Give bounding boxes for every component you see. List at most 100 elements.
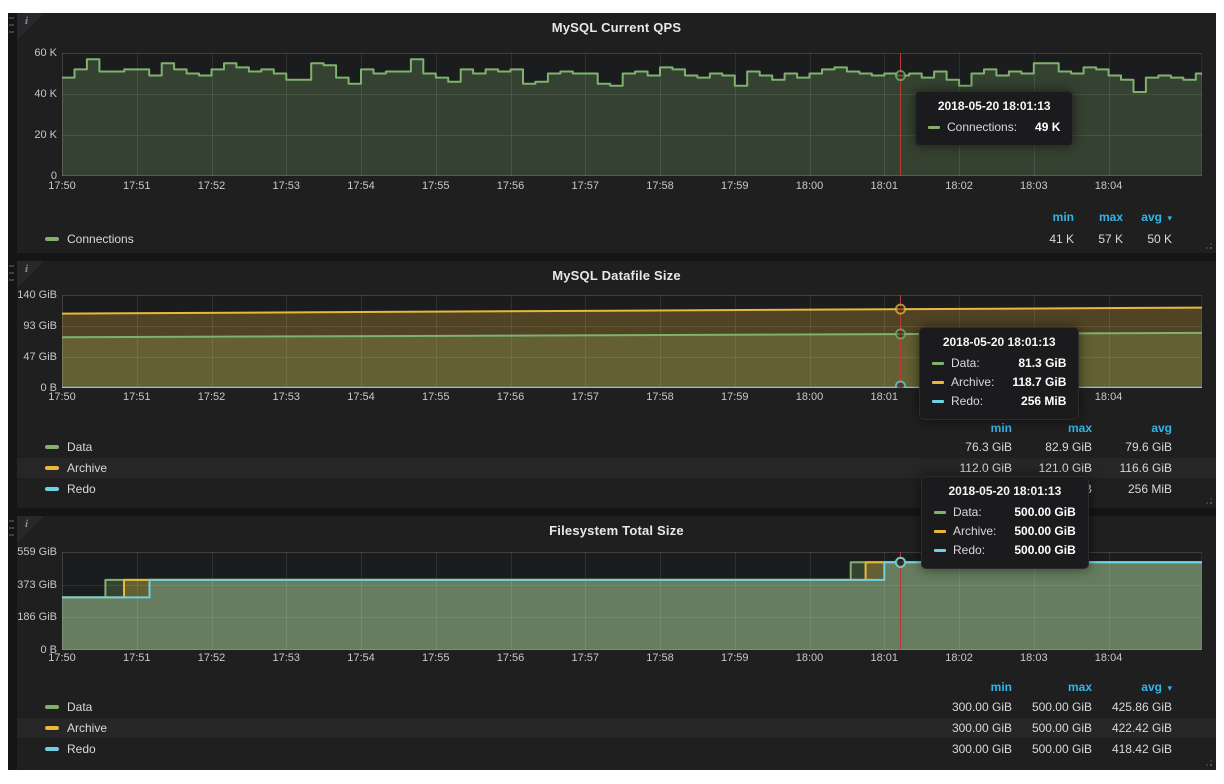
legend-series-label[interactable]: Archive	[67, 461, 108, 475]
legend-row-redo: Redo 300.00 GiB 500.00 GiB 418.42 GiB	[17, 739, 1216, 759]
y-axis-tick-label: 47 GiB	[23, 351, 57, 363]
legend-stat-min: 300.00 GiB	[951, 700, 1012, 714]
legend-series-label[interactable]: Archive	[67, 721, 108, 735]
legend-sort-header-avg[interactable]: avg ▾	[1141, 210, 1172, 224]
x-axis-tick-label: 17:58	[646, 652, 674, 664]
x-axis-tick-label: 18:03	[1020, 652, 1048, 664]
legend-row-archive: Archive 112.0 GiB 121.0 GiB 116.6 GiB	[17, 458, 1216, 478]
legend-color-dash[interactable]	[45, 705, 59, 709]
y-axis-tick-label: 559 GiB	[17, 546, 57, 558]
x-axis-tick-label: 18:04	[1094, 391, 1123, 403]
drag-dot	[9, 17, 14, 19]
legend-color-dash[interactable]	[45, 487, 59, 491]
tooltip-series-label: Redo:	[953, 543, 986, 557]
tooltip-color-dash	[928, 126, 940, 129]
tooltip-color-dash	[932, 381, 944, 384]
x-axis-tick-label: 17:56	[496, 180, 525, 192]
legend-stat-avg: 256 MiB	[1127, 482, 1172, 496]
chart-plot-area[interactable]	[62, 295, 1202, 388]
x-axis-tick-label: 18:04	[1094, 180, 1123, 192]
tooltip-series-row: Archive: 500.00 GiB	[934, 522, 1076, 541]
info-icon[interactable]: i	[25, 15, 29, 27]
x-axis-tick-label: 17:58	[646, 391, 674, 403]
chart-svg	[62, 552, 1202, 650]
panel-resize-grip[interactable]	[1210, 764, 1212, 766]
crosshair-marker-redo	[894, 380, 906, 388]
legend-color-dash[interactable]	[45, 726, 59, 730]
legend-row-data: Data 300.00 GiB 500.00 GiB 425.86 GiB	[17, 697, 1216, 717]
tooltip-series-label: Archive:	[951, 375, 995, 389]
y-axis-tick-label: 0	[50, 170, 57, 182]
series-fill-archive	[62, 562, 1202, 650]
legend-color-dash[interactable]	[45, 445, 59, 449]
legend-color-dash[interactable]	[45, 237, 59, 241]
legend-sort-header-max[interactable]: max	[1067, 421, 1092, 435]
legend-color-dash[interactable]	[45, 466, 59, 470]
legend-stat-max: 82.9 GiB	[1045, 440, 1092, 454]
x-axis-tick-label: 17:51	[122, 391, 151, 403]
tooltip-series-row: Connections: 49 K	[928, 118, 1060, 137]
tooltip-series-label: Archive:	[953, 524, 997, 538]
x-axis-tick-label: 17:50	[48, 180, 76, 192]
legend-series-label[interactable]: Redo	[67, 742, 96, 756]
y-axis-tick-label: 93 GiB	[23, 320, 57, 332]
x-axis-tick-label: 17:51	[122, 180, 151, 192]
legend-stat-max: 121.0 GiB	[1038, 461, 1092, 475]
legend-color-dash[interactable]	[45, 747, 59, 751]
x-axis-tick-label: 17:57	[571, 391, 600, 403]
x-axis-tick-label: 18:03	[1020, 180, 1048, 192]
legend-row-archive: Archive 300.00 GiB 500.00 GiB 422.42 GiB	[17, 718, 1216, 738]
y-axis-tick-label: 186 GiB	[17, 611, 57, 624]
drag-dot	[9, 24, 14, 26]
crosshair-marker-connections	[894, 70, 906, 82]
legend-series-label[interactable]: Redo	[67, 482, 96, 496]
legend-series-label[interactable]: Connections	[67, 232, 134, 246]
drag-dot	[9, 31, 14, 33]
panel-title[interactable]: MySQL Current QPS	[551, 20, 682, 35]
x-axis-tick-label: 17:55	[422, 180, 450, 192]
x-axis-tick-label: 18:02	[945, 180, 973, 192]
drag-dot	[9, 265, 14, 267]
tooltip-series-value: 500.00 GiB	[1014, 543, 1076, 557]
x-axis-tick-label: 17:56	[496, 391, 525, 403]
tooltip-color-dash	[932, 362, 944, 365]
panel-drag-handle[interactable]	[9, 17, 15, 37]
info-icon[interactable]: i	[25, 263, 29, 275]
x-axis-tick-label: 17:59	[721, 652, 749, 664]
legend-sort-header-max[interactable]: max	[1067, 680, 1092, 694]
legend-sort-header-min[interactable]: min	[1052, 210, 1074, 224]
legend-sort-header-avg[interactable]: avg ▾	[1141, 680, 1172, 694]
panel-drag-handle[interactable]	[9, 520, 15, 540]
info-icon[interactable]: i	[25, 518, 29, 530]
sort-caret-icon: ▾	[1164, 213, 1172, 223]
tooltip-series-value: 49 K	[1035, 120, 1061, 134]
crosshair-marker-archive	[894, 303, 906, 315]
x-axis-tick-label: 17:52	[197, 391, 226, 403]
x-axis-tick-label: 17:52	[197, 180, 226, 192]
legend-series-label[interactable]: Data	[67, 440, 93, 454]
panel-drag-handle[interactable]	[9, 265, 15, 285]
chart-plot-area[interactable]	[62, 53, 1202, 176]
chart-plot-area[interactable]	[62, 552, 1202, 650]
legend-sort-header-avg[interactable]: avg	[1151, 421, 1172, 435]
series-fill-redo	[62, 562, 1202, 650]
legend-sort-header-max[interactable]: max	[1098, 210, 1123, 224]
panel-resize-grip[interactable]	[1210, 502, 1212, 504]
panel-title[interactable]: MySQL Datafile Size	[552, 268, 681, 283]
legend-series-label[interactable]: Data	[67, 700, 93, 714]
series-line-connections	[62, 58, 1202, 93]
legend-sort-header-min[interactable]: min	[990, 421, 1012, 435]
legend-stats-values: 300.00 GiB 500.00 GiB 425.86 GiB	[932, 700, 1172, 714]
drag-dot	[9, 527, 14, 529]
legend-sort-header-min[interactable]: min	[990, 680, 1012, 694]
panel-resize-grip[interactable]	[1210, 247, 1212, 249]
x-axis-tick-label: 17:55	[422, 652, 450, 664]
y-axis-tick-label: 60 K	[34, 47, 57, 59]
tooltip-series-label: Data:	[951, 356, 980, 370]
legend-stat-avg: 79.6 GiB	[1125, 440, 1172, 454]
panel-title[interactable]: Filesystem Total Size	[549, 523, 684, 538]
tooltip-color-dash	[932, 400, 944, 403]
tooltip-series-label: Connections:	[947, 120, 1018, 134]
legend-stats-header: min max avg	[932, 419, 1172, 437]
drag-dot	[9, 520, 14, 522]
